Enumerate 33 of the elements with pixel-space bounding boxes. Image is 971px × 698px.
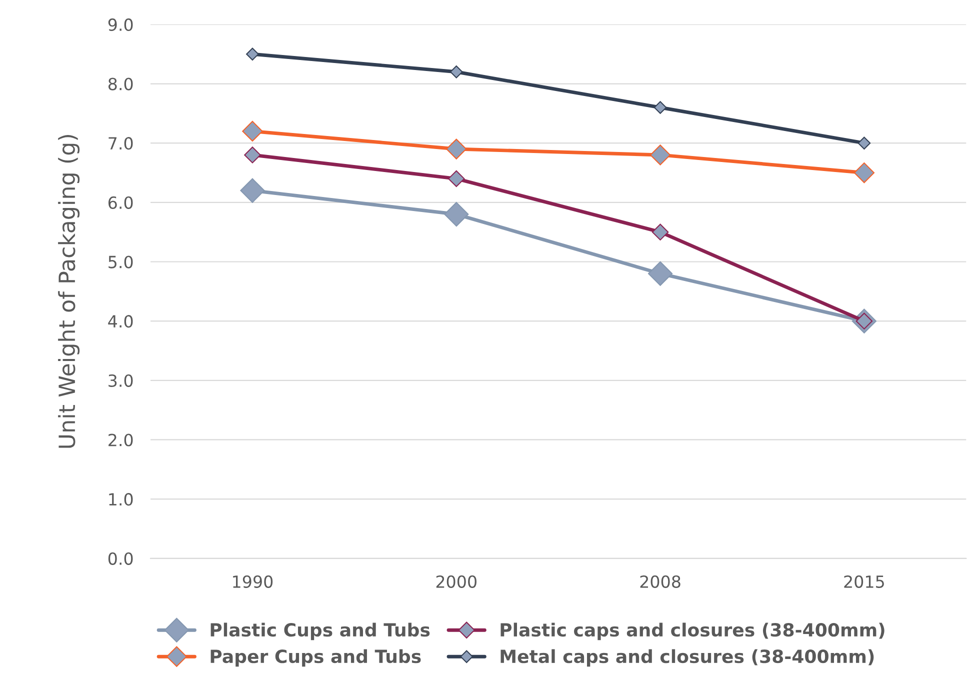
point bbox=[854, 162, 875, 184]
point bbox=[242, 120, 263, 142]
y-tick-label: 1.0 bbox=[109, 493, 133, 506]
legend-label: Paper Cups and Tubs bbox=[210, 649, 421, 667]
y-tick-label: 3.0 bbox=[108, 374, 133, 387]
y-tick-label: 6.0 bbox=[108, 196, 133, 209]
point bbox=[648, 261, 673, 286]
y-tick-label: 5.0 bbox=[108, 256, 133, 268]
point bbox=[240, 178, 265, 203]
y-axis-title: Unit Weight of Packaging (g) bbox=[58, 135, 80, 448]
point bbox=[444, 202, 469, 227]
legend-label: Metal caps and closures (38-400mm) bbox=[500, 649, 874, 667]
y-tick-label: 8.0 bbox=[108, 78, 133, 90]
y-tick-label: 7.0 bbox=[108, 137, 133, 150]
point bbox=[652, 224, 669, 240]
point bbox=[244, 146, 261, 164]
point bbox=[858, 136, 871, 150]
point bbox=[650, 144, 671, 166]
x-tick-label: 2000 bbox=[436, 575, 476, 588]
y-tick-label: 9.0 bbox=[108, 18, 133, 31]
y-tick-label: 2.0 bbox=[108, 434, 133, 446]
point bbox=[246, 48, 259, 61]
point bbox=[654, 101, 667, 114]
point bbox=[446, 138, 467, 160]
x-tick-label: 2008 bbox=[640, 575, 680, 588]
point bbox=[450, 65, 463, 78]
x-tick-label: 2015 bbox=[844, 575, 884, 588]
legend-label: Plastic caps and closures (38-400mm) bbox=[500, 622, 884, 640]
point bbox=[448, 170, 465, 188]
y-tick-label: 4.0 bbox=[108, 315, 133, 328]
y-tick-label: 0.0 bbox=[108, 552, 133, 565]
x-tick-label: 1990 bbox=[233, 575, 273, 588]
legend-label: Plastic Cups and Tubs bbox=[210, 622, 430, 640]
